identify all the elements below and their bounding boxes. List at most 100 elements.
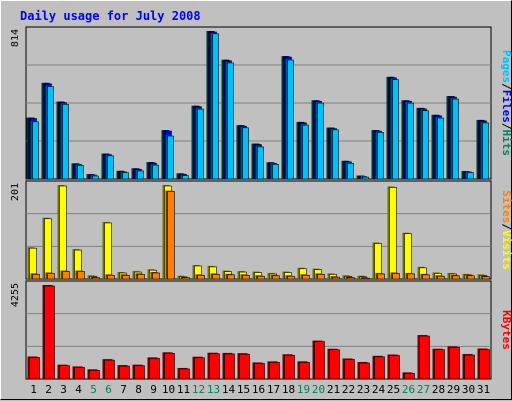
kbytes-bar-16-face	[254, 363, 265, 380]
day-label-13: 13	[207, 383, 220, 396]
sites-bar-26	[405, 272, 415, 280]
pages-bar-3	[60, 103, 69, 180]
day-label-20: 20	[312, 383, 325, 396]
pages-bar-23-face	[362, 176, 369, 180]
kbytes-bar-18	[282, 354, 295, 380]
day-label-5: 5	[90, 383, 97, 396]
pages-bar-2	[45, 85, 54, 180]
day-label-26: 26	[402, 383, 415, 396]
pages-bar-19	[300, 124, 309, 180]
pages-bar-13	[210, 32, 219, 180]
sites-bar-12-face	[197, 275, 205, 280]
pages-bar-13-face	[212, 33, 219, 180]
day-label-14: 14	[222, 383, 236, 396]
pages-bar-11	[180, 174, 189, 180]
kbytes-bar-16	[252, 362, 265, 380]
pages-bar-8	[135, 169, 144, 180]
sites-bar-30	[465, 274, 475, 280]
pages-bar-10	[165, 135, 174, 180]
pages-bar-30-face	[467, 172, 474, 180]
sites-bar-31-face	[482, 276, 490, 280]
sites-bar-19	[300, 274, 310, 280]
pages-bar-14	[225, 61, 234, 180]
day-label-2: 2	[45, 383, 52, 396]
kbytes-bar-4-face	[74, 367, 85, 380]
kbytes-bar-13	[207, 352, 220, 380]
pages-bar-6-face	[107, 155, 114, 180]
legend-middle-sep: /	[500, 223, 512, 230]
kbytes-bar-9	[147, 357, 160, 380]
kbytes-bar-5-face	[89, 369, 100, 380]
kbytes-bar-12	[192, 356, 205, 380]
pages-bar-5-face	[92, 175, 99, 180]
pages-bar-18	[285, 59, 294, 180]
kbytes-bar-24	[372, 355, 385, 380]
pages-bar-6	[105, 154, 114, 180]
day-label-10: 10	[162, 383, 175, 396]
sites-bar-7-face	[122, 275, 130, 280]
sites-bar-28-face	[437, 275, 445, 280]
pages-bar-7-face	[122, 172, 129, 180]
kbytes-bar-17	[267, 361, 280, 380]
kbytes-bar-27	[417, 335, 430, 380]
sites-bar-8	[135, 273, 145, 280]
sites-bar-29	[450, 274, 460, 280]
pages-bar-23	[360, 176, 369, 180]
sites-bar-22-face	[347, 277, 355, 280]
kbytes-bar-18-face	[284, 354, 295, 380]
sites-bar-26-face	[407, 273, 415, 280]
kbytes-bar-30-face	[464, 354, 475, 380]
day-label-24: 24	[372, 383, 386, 396]
sites-bar-24-face	[377, 273, 385, 280]
day-label-7: 7	[120, 383, 127, 396]
kbytes-bar-12-face	[194, 357, 205, 380]
kbytes-bar-7-face	[119, 365, 130, 380]
pages-bar-2-face	[47, 86, 54, 180]
day-label-30: 30	[462, 383, 475, 396]
sites-bar-9-face	[152, 272, 160, 280]
pages-bar-27	[420, 109, 429, 180]
pages-bar-28	[435, 117, 444, 180]
legend-top-files: Files	[500, 90, 512, 123]
kbytes-bar-3-face	[59, 365, 70, 380]
panel-2	[25, 180, 492, 280]
pages-bar-16	[255, 145, 264, 180]
day-label-4: 4	[75, 383, 82, 396]
pages-bar-15	[240, 126, 249, 180]
kbytes-bar-28-face	[434, 349, 445, 380]
pages-bar-25	[390, 78, 399, 180]
visits-bar-25-face	[389, 187, 397, 280]
pages-bar-25-face	[392, 79, 399, 180]
kbytes-bar-19-face	[299, 362, 310, 380]
sites-bar-5-face	[92, 277, 100, 280]
kbytes-bar-17-face	[269, 362, 280, 380]
kbytes-bar-20	[312, 340, 325, 380]
kbytes-bar-22-face	[344, 359, 355, 380]
sites-bar-4-face	[77, 271, 85, 280]
sites-bar-10-face	[167, 191, 175, 280]
day-label-27: 27	[417, 383, 430, 396]
kbytes-bar-5	[87, 369, 100, 380]
sites-bar-14	[225, 273, 235, 280]
day-label-3: 3	[60, 383, 67, 396]
sites-bar-8-face	[137, 274, 145, 280]
sites-bar-30-face	[467, 275, 475, 280]
sites-bar-25	[390, 272, 400, 280]
visits-bar-26	[402, 232, 412, 280]
pages-bar-10-face	[167, 135, 174, 180]
kbytes-bar-21-face	[329, 349, 340, 380]
pages-bar-8-face	[137, 170, 144, 180]
kbytes-bar-30	[462, 354, 475, 380]
kbytes-bar-10	[162, 352, 175, 380]
pages-bar-9-face	[152, 164, 159, 180]
kbytes-bar-8-face	[134, 365, 145, 380]
sites-bar-13	[210, 273, 220, 280]
kbytes-bar-29-face	[449, 347, 460, 380]
day-label-23: 23	[357, 383, 370, 396]
sites-bar-29-face	[452, 275, 460, 280]
day-label-19: 19	[297, 383, 310, 396]
kbytes-bar-14-face	[224, 353, 235, 380]
pages-bar-31-face	[482, 122, 489, 180]
sites-bar-22	[345, 276, 355, 280]
